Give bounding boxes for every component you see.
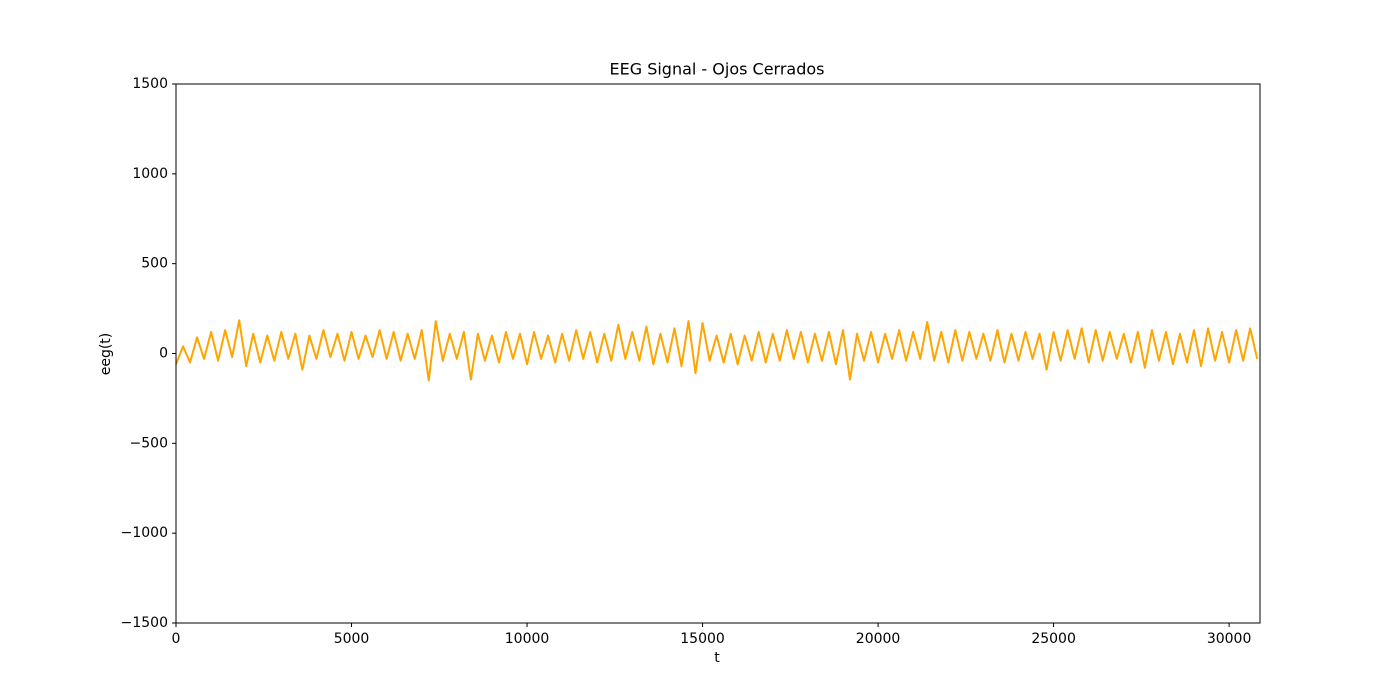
x-tick-label: 0 [172, 631, 181, 647]
signal-line [175, 319, 1259, 382]
plot-frame [175, 83, 1261, 624]
y-tick-label: −1000 [121, 525, 168, 541]
y-tick-label: 0 [159, 346, 168, 362]
y-tick-label: 1500 [132, 76, 168, 92]
x-tick-label: 10000 [505, 631, 550, 647]
x-tick-label: 25000 [1031, 631, 1076, 647]
y-axis-label: eeg(t) [98, 333, 114, 376]
x-axis-label: t [714, 650, 720, 666]
y-tick-label: 1000 [132, 166, 168, 182]
y-tick-label: 500 [141, 256, 168, 272]
y-tick-label: −500 [130, 435, 168, 451]
chart-title: EEG Signal - Ojos Cerrados [609, 60, 824, 79]
x-tick-label: 30000 [1207, 631, 1252, 647]
x-tick-label: 15000 [680, 631, 725, 647]
y-tick-label: −1500 [121, 615, 168, 631]
x-tick-label: 20000 [856, 631, 901, 647]
x-tick-label: 5000 [334, 631, 370, 647]
